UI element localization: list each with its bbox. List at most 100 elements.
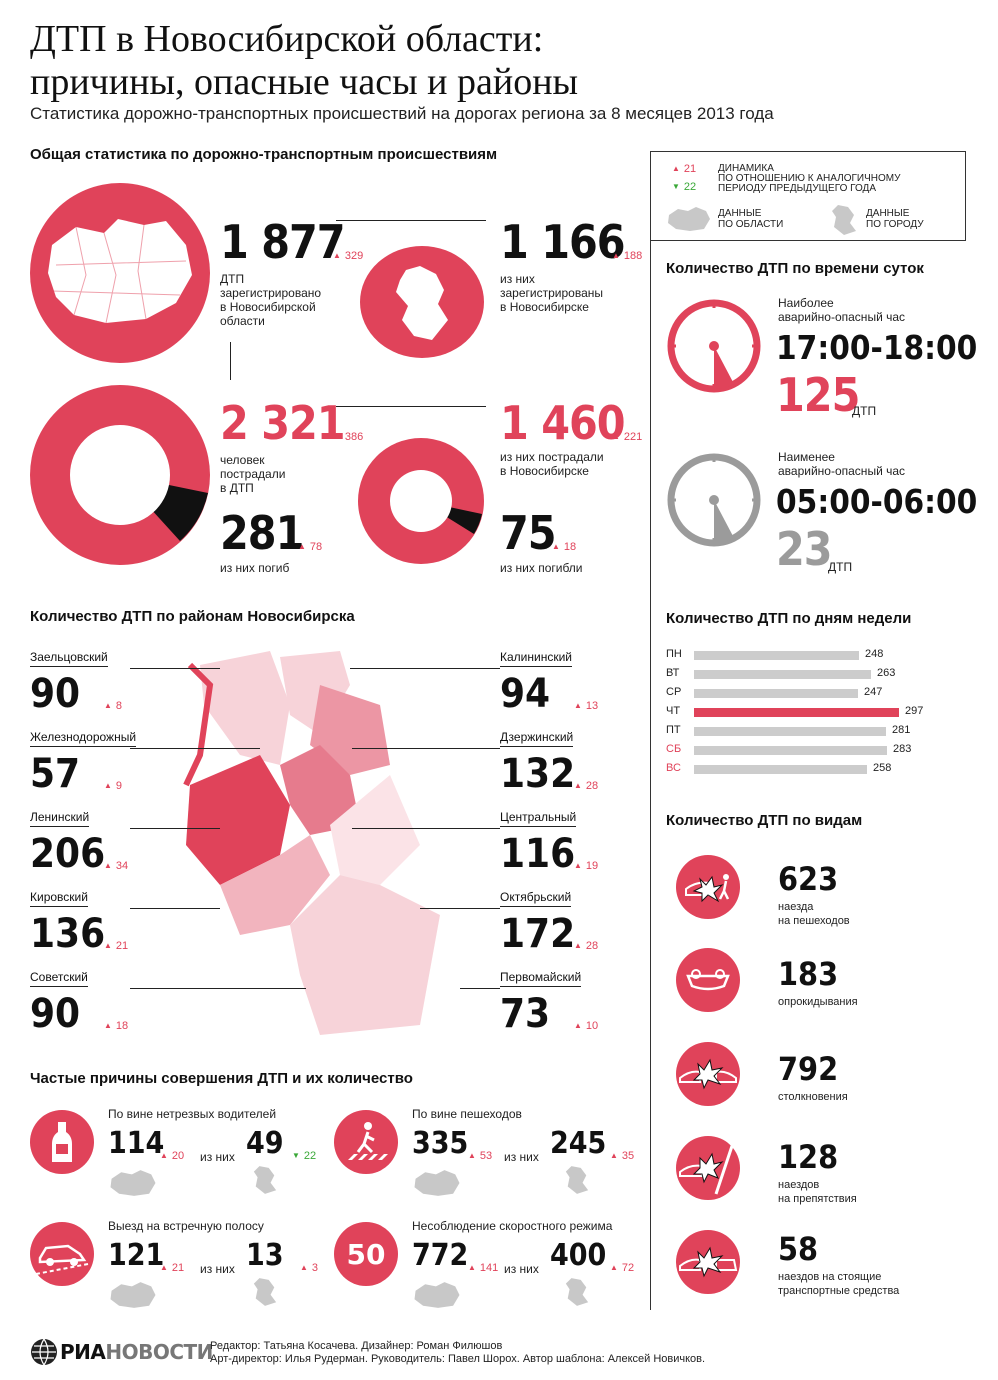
district-value: 90 [30,991,81,1037]
city-injured-label: из них пострадали в Новосибирске [500,450,604,478]
time-max-count: 125 [776,368,860,422]
time-min-unit: ДТП [828,560,853,574]
legend-down: 22 [672,181,696,193]
type-value: 58 [778,1230,819,1268]
weekday-label: ПН [666,648,682,660]
region-dead-label: из них погиб [220,561,290,575]
connector [336,220,486,221]
weekdays-title: Количество ДТП по дням недели [666,610,912,627]
legend-dynamics: ДИНАМИКА ПО ОТНОШЕНИЮ К АНАЛОГИЧНОМУ ПЕРИО… [718,163,901,194]
region-map-icon [414,1170,460,1196]
region-map-icon [414,1282,460,1308]
type-label: опрокидывания [778,996,858,1008]
reason-delta: 53 [468,1150,492,1162]
type-label: наезда на пешеходов [778,901,850,927]
district-value: 94 [500,671,551,717]
reason-delta: 141 [468,1262,498,1274]
time-min-count: 23 [776,522,833,576]
weekday-bar [694,651,859,660]
district-name: Центральный [500,810,577,827]
reason-city-delta: 22 [292,1150,316,1162]
weekday-label: ЧТ [666,705,681,717]
district-delta: 28 [574,780,598,792]
connector [336,406,486,407]
district-name: Ленинский [30,810,90,827]
district-name: Советский [30,970,88,987]
district-value: 136 [30,911,106,957]
reason-city-value: 49 [246,1126,284,1161]
city-injured-delta: 221 [612,431,642,443]
reason-title: По вине пешеходов [412,1107,522,1121]
time-min-label: Наименее аварийно-опасный час [778,450,906,478]
city-dtp-delta: 188 [612,250,642,262]
district-name: Калининский [500,650,572,667]
leader-line [130,668,220,669]
district-delta: 8 [104,700,122,712]
region-map-icon [110,1170,156,1196]
reason-city-value: 245 [550,1126,607,1161]
district-value: 57 [30,751,81,797]
type-value: 183 [778,955,839,993]
credits: Редактор: Татьяна Косачева. Дизайнер: Ро… [210,1340,706,1365]
city-map-icon [253,1166,277,1194]
district-value: 132 [500,751,576,797]
weekday-bar [694,765,867,774]
reason-value: 772 [412,1238,469,1273]
district-name: Дзержинский [500,730,574,747]
city-injured-value: 1 460 [500,396,626,450]
reasons-title: Частые причины совершения ДТП и их колич… [30,1070,413,1087]
district-delta: 18 [104,1020,128,1032]
reason-title: По вине нетрезвых водителей [108,1107,277,1121]
city-map-icon [253,1278,277,1306]
leader-line [130,828,220,829]
leader-line [130,748,260,749]
district-value: 116 [500,831,576,877]
city-dead-value: 75 [500,506,557,560]
clock-max-icon [667,299,761,393]
type-label: наездов на препятствия [778,1179,857,1205]
region-map-icon [668,207,710,231]
city-map-icon [832,205,856,235]
reason-of: из них [200,1150,235,1164]
legend-box [650,151,966,241]
district-name: Первомайский [500,970,582,987]
region-injured-label: человек пострадали в ДТП [220,453,286,495]
page-title: ДТП в Новосибирской области: причины, опа… [30,18,579,103]
clock-min-icon [667,453,761,547]
leader-line [460,988,500,989]
weekday-bar [694,727,886,736]
district-value: 206 [30,831,106,877]
weekday-label: ПТ [666,724,681,736]
region-dtp-label: ДТП зарегистрировано в Новосибирской област… [220,272,322,328]
legend-up: 21 [672,163,696,175]
city-dtp-label: из них зарегистрированы в Новосибирске [500,272,603,314]
weekday-value: 263 [877,667,896,679]
bottle-icon [30,1110,94,1174]
reason-of: из них [504,1262,539,1276]
region-dtp-delta: 329 [333,250,363,262]
district-value: 90 [30,671,81,717]
leader-line [130,908,220,909]
leader-line [352,748,500,749]
weekday-bar [694,746,887,755]
weekday-value: 258 [873,762,892,774]
city-injured-donut [358,438,484,564]
reason-title: Несоблюдение скоростного режима [412,1219,613,1233]
weekday-label: ВС [666,762,681,774]
leader-line [350,668,500,669]
districts-title: Количество ДТП по районам Новосибирска [30,608,355,625]
weekday-value: 247 [864,686,883,698]
pedestrian-collision-icon [676,855,740,919]
legend-region: ДАННЫЕ ПО ОБЛАСТИ [718,208,784,230]
time-title: Количество ДТП по времени суток [666,260,924,277]
district-name: Октябрьский [500,890,572,907]
district-delta: 9 [104,780,122,792]
district-name: Железнодорожный [30,730,137,747]
parked-vehicle-icon [676,1230,740,1294]
district-name: Заельцовский [30,650,108,667]
weekday-label: ВТ [666,667,680,679]
leader-line [352,828,500,829]
weekday-bar [694,689,858,698]
reason-title: Выезд на встречную полосу [108,1219,264,1233]
leader-line [130,988,306,989]
